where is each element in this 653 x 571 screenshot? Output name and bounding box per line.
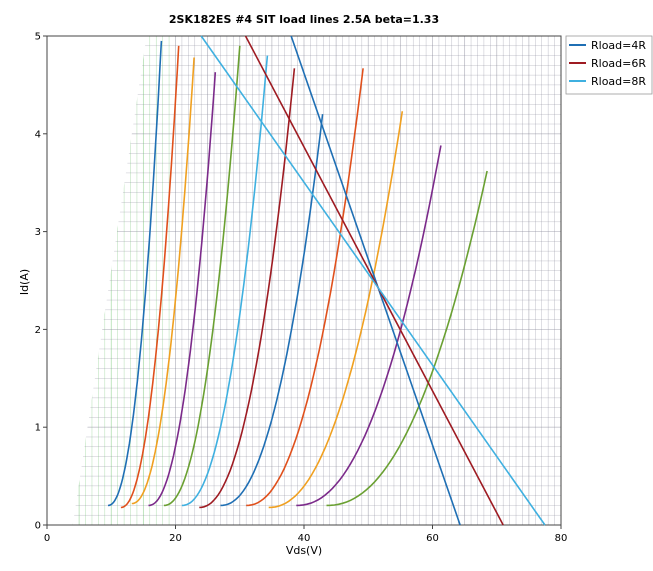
x-tick-label: 0: [44, 533, 50, 544]
characteristic-curve: [107, 40, 163, 507]
y-tick-label: 2: [35, 325, 41, 336]
characteristic-curve: [246, 68, 364, 507]
characteristic-curve: [181, 55, 269, 507]
characteristic-curve: [131, 57, 195, 505]
legend-label: Rload=8R: [591, 75, 646, 88]
legend-label: Rload=6R: [591, 57, 646, 70]
x-tick-label: 60: [426, 533, 439, 544]
load-line: [290, 35, 461, 526]
chart-title: 2SK182ES #4 SIT load lines 2.5A beta=1.3…: [169, 13, 439, 26]
y-tick-label: 4: [35, 129, 41, 140]
characteristic-curve: [148, 72, 217, 507]
x-axis-label: Vds(V): [286, 544, 322, 557]
characteristic-curve: [296, 145, 442, 507]
y-tick-label: 5: [35, 32, 41, 43]
legend: Rload=4R Rload=6R Rload=8R: [565, 35, 653, 95]
characteristic-curve: [326, 170, 488, 507]
grid: [47, 36, 561, 525]
characteristic-curve: [220, 114, 324, 507]
axis-ticks: 0 20 40 60 80 0 1 2 3 4 5: [35, 32, 568, 545]
load-line: [244, 35, 504, 526]
y-tick-label: 0: [35, 521, 41, 532]
y-tick-label: 3: [35, 227, 41, 238]
characteristic-curves: [107, 40, 488, 509]
load-lines: [200, 35, 546, 526]
load-line: [200, 35, 546, 526]
characteristic-curve: [163, 45, 241, 507]
characteristic-curve: [268, 111, 404, 509]
x-tick-label: 20: [169, 533, 182, 544]
grid-mask: [47, 36, 147, 525]
x-tick-label: 80: [555, 533, 568, 544]
x-tick-label: 40: [298, 533, 311, 544]
y-tick-label: 1: [35, 423, 41, 434]
characteristic-curve: [199, 68, 296, 509]
legend-label: Rload=4R: [591, 39, 646, 52]
y-axis-label: Id(A): [18, 269, 31, 295]
characteristic-curve: [120, 45, 180, 509]
